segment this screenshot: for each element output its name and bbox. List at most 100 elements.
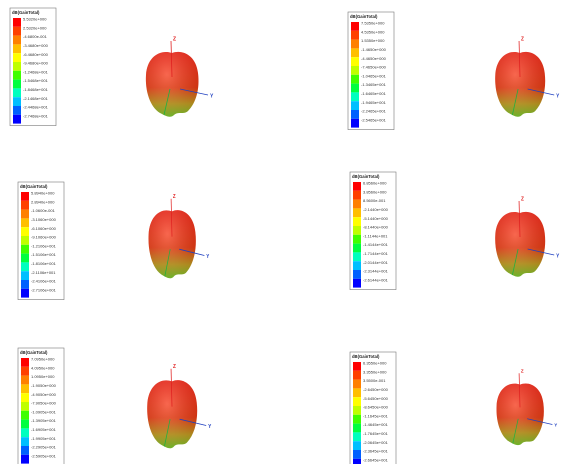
legend-label: -2.6144e+001 — [363, 277, 389, 282]
legend-label: 5.5320e+000 — [23, 17, 47, 22]
legend-swatch — [353, 217, 361, 226]
legend-swatch — [351, 66, 359, 75]
legend-swatch — [353, 252, 361, 261]
legend-label: -2.5465e+001 — [361, 117, 387, 122]
legend-title: dB(GainTotal) — [12, 10, 40, 15]
radiation-pattern: ZY — [496, 368, 557, 445]
legend-title: dB(GainTotal) — [352, 174, 380, 179]
legend-label: -2.6645e+001 — [363, 457, 389, 462]
legend-label: -2.2905e+001 — [31, 445, 57, 450]
legend-swatch — [21, 446, 29, 455]
legend-swatch — [13, 27, 21, 36]
legend-swatch — [351, 110, 359, 119]
legend-swatch — [13, 53, 21, 62]
z-axis-label: Z — [521, 368, 524, 373]
legend-label: 4.0950e+000 — [31, 365, 55, 370]
legend-swatch — [353, 261, 361, 270]
y-axis-label: Y — [556, 93, 560, 99]
legend-swatch — [21, 358, 29, 367]
y-axis-label: Y — [210, 93, 214, 99]
pattern-shade — [147, 380, 197, 448]
legend-title: dB(GainTotal) — [350, 14, 378, 19]
legend-swatch — [21, 376, 29, 385]
legend-label: -1.9465e+001 — [361, 100, 387, 105]
panel: dB(GainTotal) 5.5320e+000 2.5320e+000 -4.68… — [10, 8, 214, 126]
legend-label: -1.7645e+001 — [363, 431, 389, 436]
legend-swatch — [21, 262, 29, 271]
legend-swatch — [351, 101, 359, 110]
legend-swatch — [353, 279, 361, 288]
legend-swatch — [351, 84, 359, 93]
legend-swatch — [353, 182, 361, 191]
legend-label: -5.6450e+000 — [363, 396, 389, 401]
legend-swatch — [21, 227, 29, 236]
y-axis-label: Y — [556, 253, 560, 259]
legend-label: -1.6465e+001 — [361, 91, 387, 96]
radiation-pattern: ZY — [146, 36, 214, 116]
legend-label: -1.3465e+001 — [361, 82, 387, 87]
legend-title: dB(GainTotal) — [20, 350, 48, 355]
legend-swatch — [353, 388, 361, 397]
z-axis-label: Z — [521, 196, 524, 202]
legend-label: -2.5905e+001 — [31, 453, 57, 458]
pattern-shade — [148, 210, 195, 278]
radiation-pattern: ZY — [147, 364, 212, 448]
legend-swatch — [21, 437, 29, 446]
legend-label: -1.4144e+001 — [363, 242, 389, 247]
legend-label: -9.1060e+000 — [31, 235, 57, 240]
legend-swatch — [21, 210, 29, 219]
pattern-shade — [146, 52, 199, 117]
legend-label: -1.9905e+001 — [31, 436, 57, 441]
legend-label: 3.8560e+000 — [363, 189, 387, 194]
legend-label: -2.7468e+001 — [23, 113, 49, 118]
legend-label: -4.6800e-001 — [23, 34, 48, 39]
legend-swatch — [21, 420, 29, 429]
z-axis-label: Z — [173, 194, 176, 200]
legend-swatch — [21, 254, 29, 263]
radiation-pattern: ZY — [495, 196, 560, 276]
legend-label: 4.5350e+000 — [361, 29, 385, 34]
legend-swatch — [353, 244, 361, 253]
figure: dB(GainTotal) 5.5320e+000 2.5320e+000 -4.68… — [0, 0, 566, 464]
legend-label: -2.7106e+001 — [31, 287, 57, 292]
legend-label: -1.9050e+000 — [31, 383, 57, 388]
legend-label: 1.5350e+000 — [361, 38, 385, 43]
legend-swatch — [13, 18, 21, 27]
panel: dB(GainTotal)6.3550e+0003.3550e+0003.550… — [350, 352, 557, 464]
legend-label: -2.2465e+001 — [361, 109, 387, 114]
radiation-pattern: ZY — [148, 194, 209, 278]
legend-label: -1.5106e+001 — [31, 252, 57, 257]
legend-label: 7.0950e+000 — [31, 357, 55, 362]
y-axis-label: Y — [206, 254, 210, 260]
legend-label: -7.4650e+000 — [361, 65, 387, 70]
legend-label: -1.8468e+001 — [23, 87, 49, 92]
legend-label: -7.9050e+000 — [31, 401, 57, 406]
legend-swatch — [353, 397, 361, 406]
legend-label: -1.3905e+001 — [31, 418, 57, 423]
legend-label: 2.5320e+000 — [23, 25, 47, 30]
z-axis-label: Z — [521, 36, 524, 42]
z-axis-label: Z — [173, 364, 176, 370]
legend-swatch — [21, 367, 29, 376]
legend-swatch — [353, 226, 361, 235]
legend-label: -1.0600e-001 — [31, 208, 56, 213]
legend-label: -3.4680e+000 — [23, 43, 49, 48]
legend-swatch — [21, 402, 29, 411]
legend-label: -8.6450e+000 — [363, 405, 389, 410]
legend-label: -2.1468e+001 — [23, 96, 49, 101]
legend-label: -2.6450e+000 — [363, 387, 389, 392]
legend-swatch — [353, 432, 361, 441]
legend-swatch — [13, 97, 21, 106]
pattern-shade — [495, 212, 545, 277]
legend-label: -6.4680e+000 — [23, 52, 49, 57]
panel: dB(GainTotal)6.8560e+0003.8560e+0008.560… — [350, 172, 560, 290]
legend-swatch — [353, 191, 361, 200]
panel: dB(GainTotal)5.8940e+0002.8940e+000-1.06… — [18, 182, 210, 300]
legend-swatch — [351, 22, 359, 31]
legend-label: -1.0905e+001 — [31, 409, 57, 414]
legend-label: -1.1645e+001 — [363, 413, 389, 418]
legend-label: -1.2468e+001 — [23, 69, 49, 74]
legend-label: -2.3144e+001 — [363, 269, 389, 274]
legend-swatch — [13, 88, 21, 97]
y-axis-label: Y — [554, 423, 557, 428]
